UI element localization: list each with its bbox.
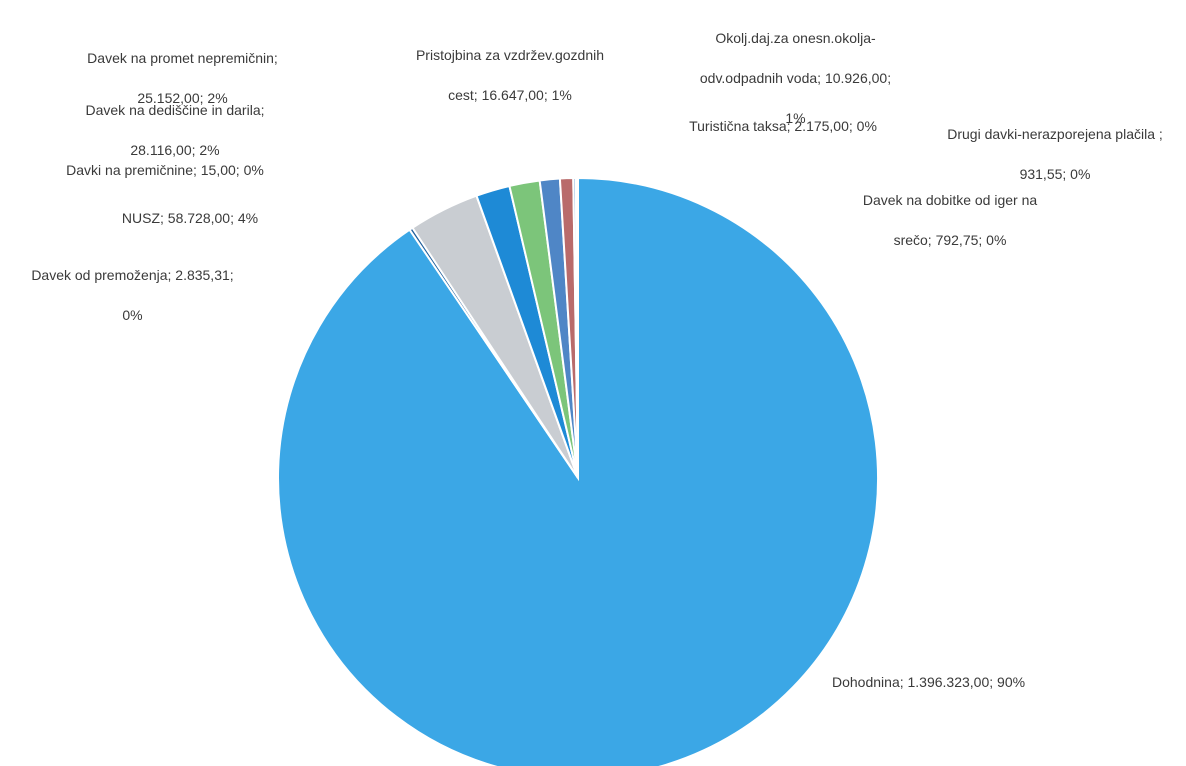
label-drugi-davki-line1: Drugi davki-nerazporejena plačila ; — [947, 126, 1163, 142]
label-davek-na-dediscine-line2: 28.116,00; 2% — [130, 142, 220, 158]
label-davek-od-premozenja-line1: Davek od premoženja; 2.835,31; — [31, 267, 234, 283]
label-turisticna-taksa-line1: Turistična taksa; 2.175,00; 0% — [689, 118, 877, 134]
label-okolj-dajatev-line1: Okolj.daj.za onesn.okolja- — [715, 30, 876, 46]
label-pristojbina: Pristojbina za vzdržev.gozdnih cest; 16.… — [390, 25, 630, 125]
label-pristojbina-line1: Pristojbina za vzdržev.gozdnih — [415, 47, 605, 63]
label-drugi-davki: Drugi davki-nerazporejena plačila ; 931,… — [925, 104, 1185, 204]
label-nusz-line1: NUSZ; 58.728,00; 4% — [121, 210, 259, 226]
label-davek-na-promet-line1: Davek na promet nepremičnin; — [87, 50, 278, 66]
label-davek-na-promet-line2: 25.152,00; 2% — [137, 90, 228, 106]
label-davek-na-dobitke-line2: srečo; 792,75; 0% — [893, 232, 1007, 248]
label-pristojbina-line2: cest; 16.647,00; 1% — [448, 87, 572, 103]
label-davek-na-dobitke: Davek na dobitke od iger na srečo; 792,7… — [845, 170, 1055, 270]
label-turisticna-taksa: Turistična taksa; 2.175,00; 0% — [668, 96, 898, 156]
label-dohodnina: Dohodnina; 1.396.323,00; 90% — [832, 652, 1025, 712]
label-davek-od-premozenja: Davek od premoženja; 2.835,31; 0% — [10, 245, 255, 345]
label-okolj-dajatev: Okolj.daj.za onesn.okolja- odv.odpadnih … — [668, 8, 923, 148]
label-davek-na-dediscine: Davek na dediščine in darila; 28.116,00;… — [65, 80, 285, 180]
label-okolj-dajatev-line3: 1% — [785, 110, 806, 126]
label-dohodnina-line1: Dohodnina; 1.396.323,00; 90% — [832, 674, 1026, 690]
label-davek-na-dediscine-line1: Davek na dediščine in darila; — [85, 102, 265, 118]
label-davki-na-premicnine-line1: Davki na premičnine; 15,00; 0% — [66, 162, 264, 178]
pie-slice-10 — [576, 176, 579, 479]
label-okolj-dajatev-line2: odv.odpadnih voda; 10.926,00; — [699, 70, 892, 86]
label-davek-na-dobitke-line1: Davek na dobitke od iger na — [862, 192, 1038, 208]
label-nusz: NUSZ; 58.728,00; 4% — [100, 188, 280, 248]
label-davek-od-premozenja-line2: 0% — [122, 307, 143, 323]
label-davki-na-premicnine: Davki na premičnine; 15,00; 0% — [45, 140, 285, 200]
label-drugi-davki-line2: 931,55; 0% — [1019, 166, 1091, 182]
label-davek-na-promet: Davek na promet nepremičnin; 25.152,00; … — [60, 28, 305, 128]
